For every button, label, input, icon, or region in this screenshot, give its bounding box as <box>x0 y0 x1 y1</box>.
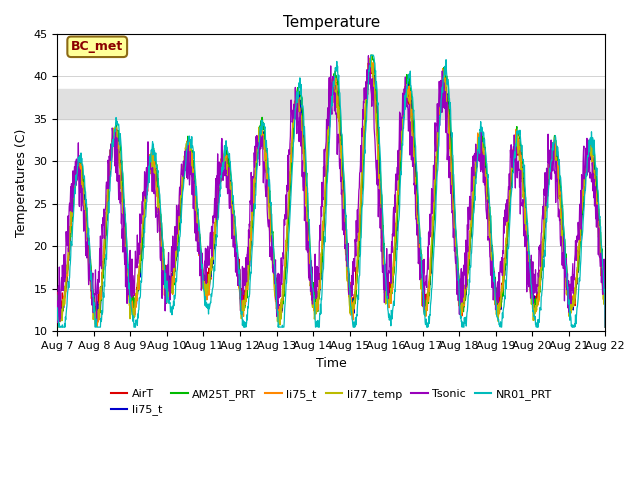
X-axis label: Time: Time <box>316 357 347 370</box>
Bar <box>58 89 605 119</box>
Text: BC_met: BC_met <box>71 40 124 53</box>
Y-axis label: Temperatures (C): Temperatures (C) <box>15 129 28 237</box>
Legend: AirT, li75_t, AM25T_PRT, li75_t, li77_temp, Tsonic, NR01_PRT: AirT, li75_t, AM25T_PRT, li75_t, li77_te… <box>106 384 556 420</box>
Title: Temperature: Temperature <box>283 15 380 30</box>
